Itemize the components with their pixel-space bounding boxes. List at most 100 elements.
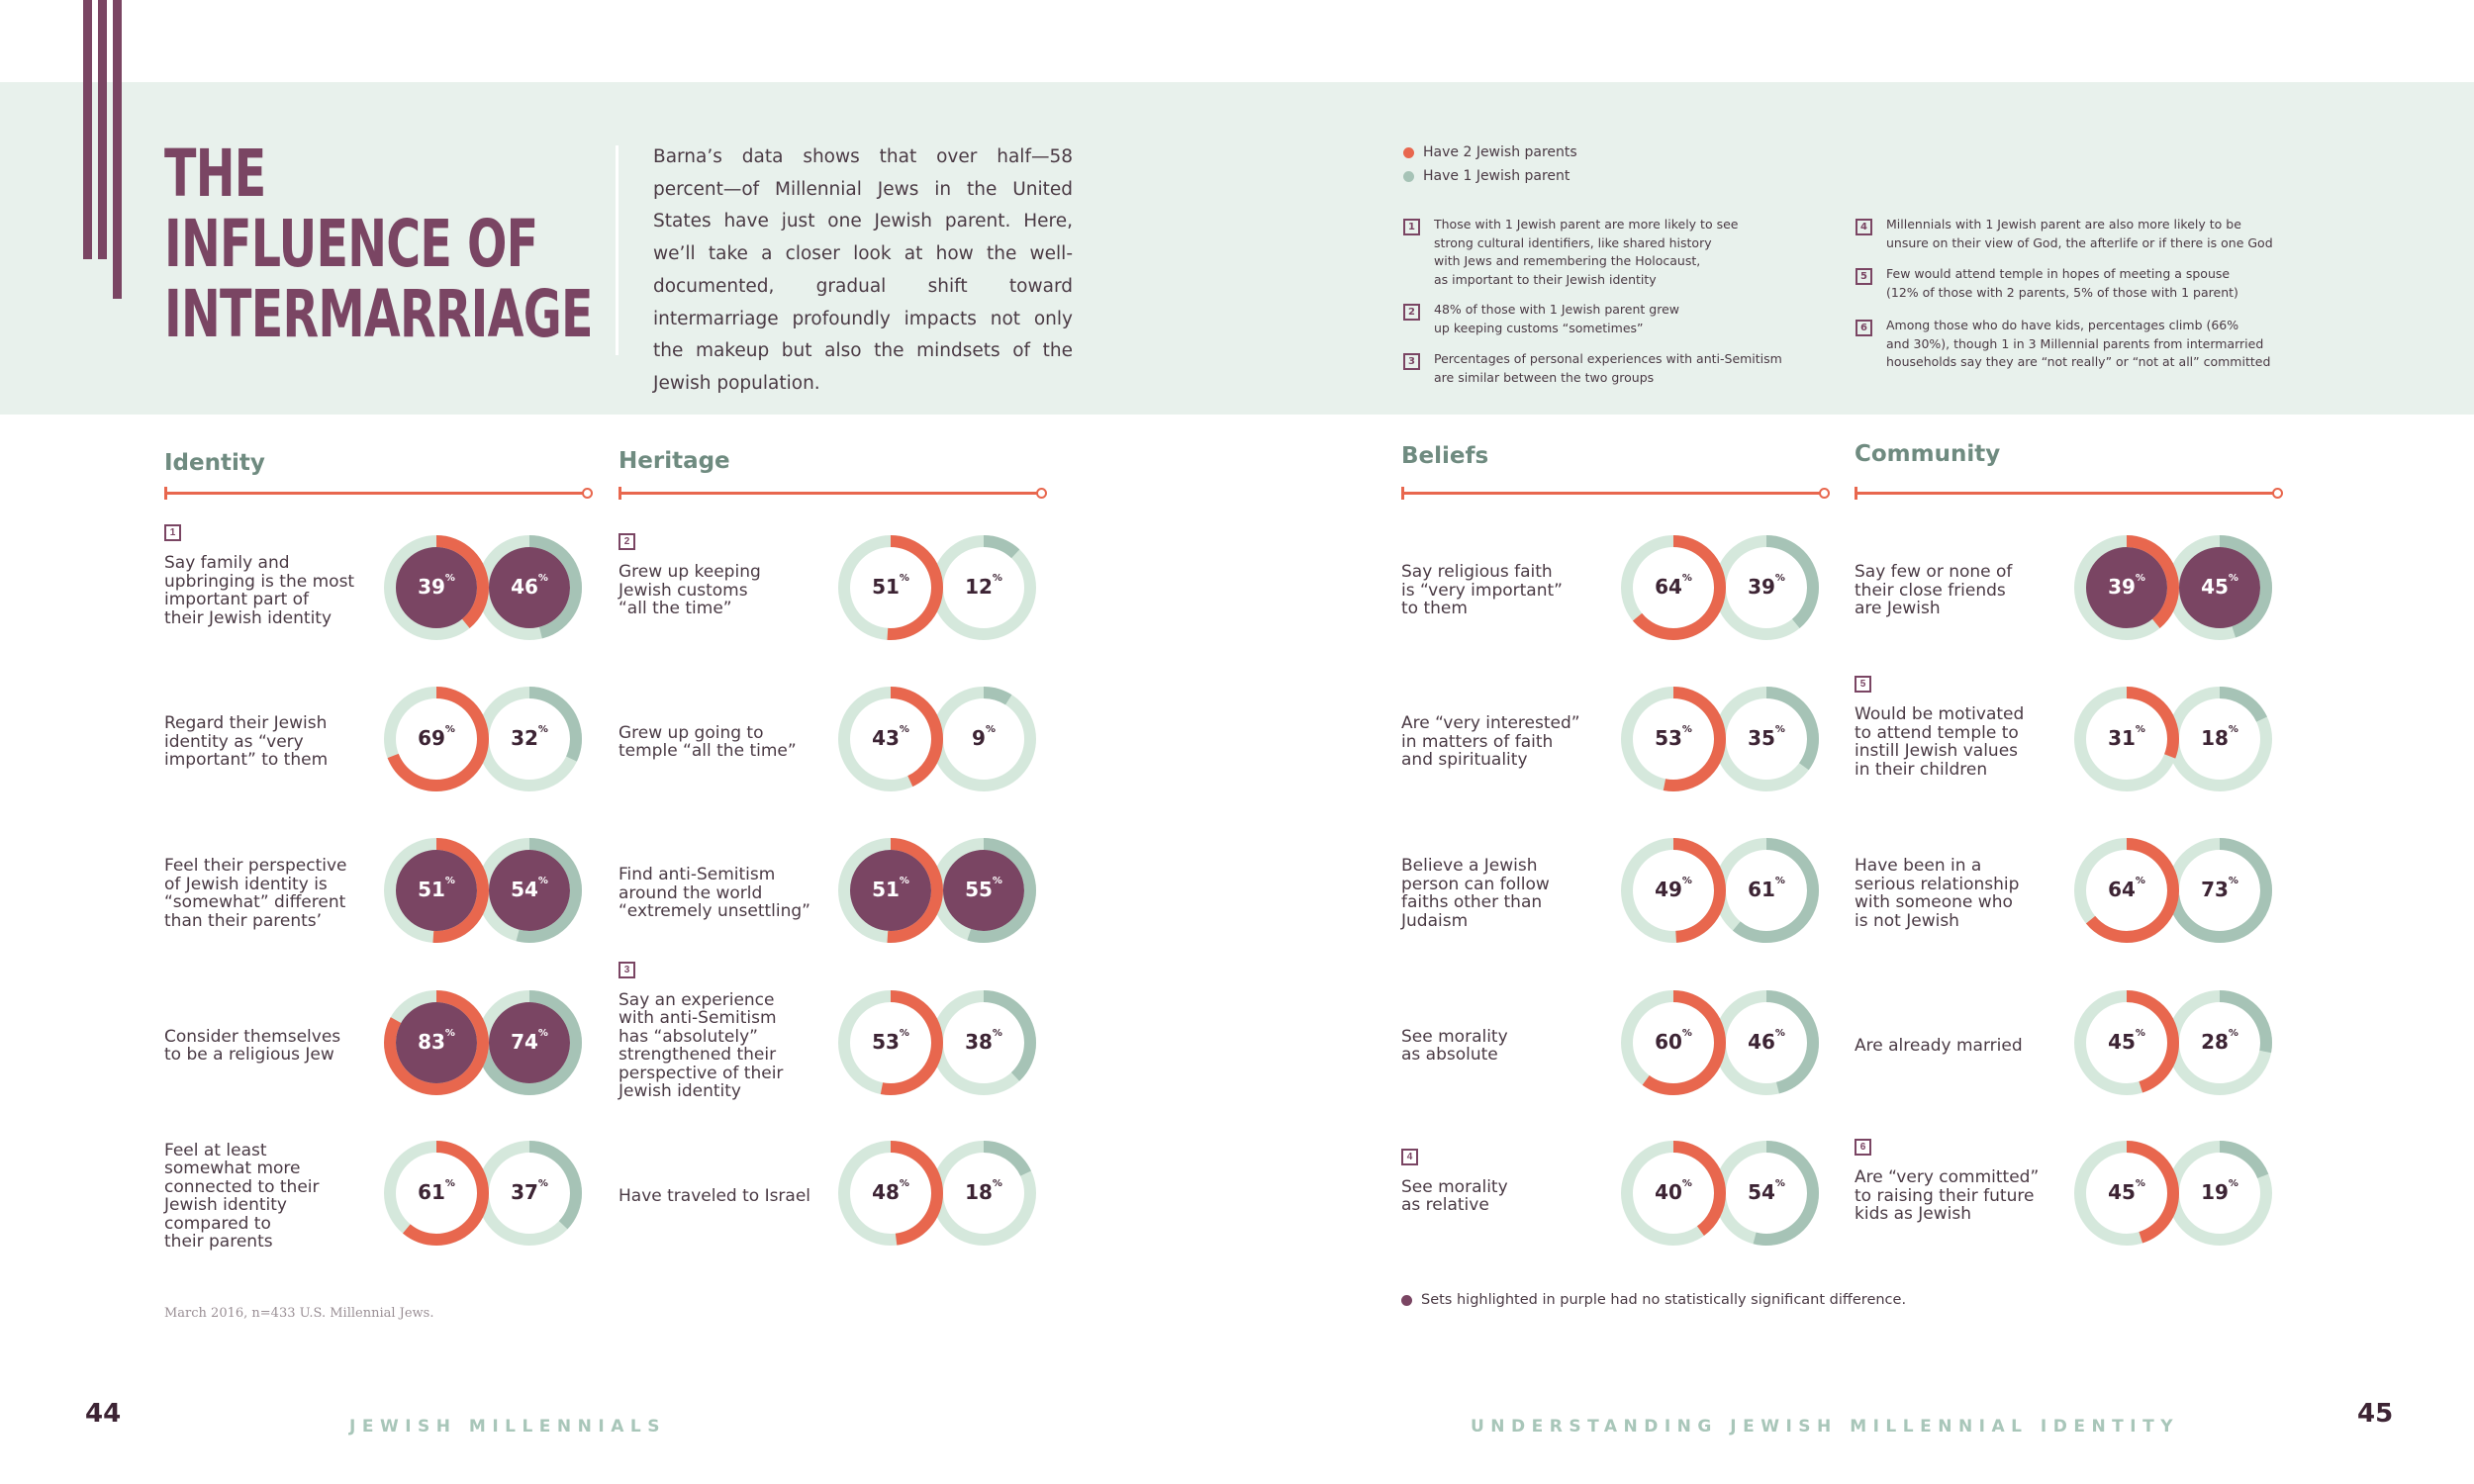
percent-sign: %: [1681, 724, 1692, 735]
two-parent-percent: 64%: [2077, 876, 2176, 901]
question-label-line: Say religious faith: [1401, 562, 1553, 583]
percent-sign: %: [1681, 1028, 1692, 1039]
percent-sign: %: [1681, 1178, 1692, 1189]
purple-fill-disc: [390, 996, 483, 1089]
section-rule: [1401, 492, 1821, 495]
percent-sign: %: [2135, 876, 2145, 886]
purple-fill-disc: [483, 541, 576, 634]
significance-note: Sets highlighted in purple had no statis…: [1401, 1292, 1906, 1308]
two-parent-percent: 45%: [2077, 1028, 2176, 1054]
header-divider: [616, 145, 618, 355]
question-label-line: See morality: [1401, 1176, 1508, 1197]
two-parent-percent: 51%: [841, 573, 940, 599]
two-parent-arc: [1621, 990, 1726, 1095]
ring-pair: [838, 1141, 1036, 1246]
two-parent-arc: [384, 990, 489, 1095]
callout-note: 4 Millennials with 1 Jewish parent are al…: [1856, 216, 2273, 252]
section-rule-end: [2272, 488, 2283, 499]
section-heading: Beliefs: [1401, 443, 1489, 469]
question-label-line: perspective of their: [618, 1063, 784, 1083]
percent-value: 53: [1655, 726, 1682, 750]
two-parent-arc: [838, 535, 943, 640]
question-label-line: temple “all the time”: [618, 741, 797, 761]
one-parent-percent: 73%: [2170, 876, 2269, 901]
percent-sign: %: [1681, 876, 1692, 886]
ring-background: [390, 1147, 483, 1240]
ring-pair: [838, 990, 1036, 1095]
question-label-line: Say few or none of: [1855, 562, 2013, 583]
purple-fill-disc: [483, 996, 576, 1089]
question-label: Are “very committed” to raising their fut…: [1855, 1168, 2039, 1224]
ring-background: [844, 541, 937, 634]
one-parent-arc: [477, 535, 582, 640]
two-parent-percent: 61%: [387, 1178, 486, 1204]
one-parent-arc: [2167, 1141, 2272, 1246]
percent-value: 51: [872, 878, 900, 901]
percent-value: 51: [872, 575, 900, 599]
question-label: Consider themselves to be a religious Jew: [164, 1026, 341, 1065]
question-label-line: is “very important”: [1401, 580, 1563, 601]
note-number-badge: 4: [1856, 219, 1872, 235]
percent-sign: %: [2135, 1178, 2145, 1189]
question-label: See morality as absolute: [1401, 1026, 1508, 1065]
question-label-line: in matters of faith: [1401, 731, 1554, 752]
percent-value: 38: [965, 1030, 993, 1054]
section-heading: Community: [1855, 441, 2001, 467]
note-line: households say they are “not really” or …: [1886, 354, 2271, 369]
decorative-bar: [98, 0, 107, 259]
percent-value: 61: [418, 1180, 445, 1204]
percent-value: 74: [511, 1030, 538, 1054]
footnote: March 2016, n=433 U.S. Millennial Jews.: [164, 1306, 434, 1321]
legend-dot-green-icon: [1403, 170, 1414, 182]
question-label-line: instill Jewish values: [1855, 741, 2019, 761]
purple-fill-disc: [844, 844, 937, 937]
ring-background: [1627, 996, 1720, 1089]
ring-pair: [384, 990, 582, 1095]
question-label-line: Feel their perspective: [164, 856, 347, 876]
one-parent-percent: 28%: [2170, 1028, 2269, 1054]
two-parent-arc: [1621, 687, 1726, 791]
question-number-badge: 6: [1855, 1139, 1871, 1157]
ring-background: [937, 541, 1030, 634]
one-parent-arc: [477, 687, 582, 791]
ring-pair: [2074, 990, 2272, 1095]
section-rule-start: [1855, 487, 1857, 500]
two-parent-arc: [838, 838, 943, 943]
one-parent-percent: 12%: [934, 573, 1033, 599]
note-number-badge: 2: [1403, 304, 1420, 321]
two-parent-arc: [2074, 838, 2179, 943]
percent-sign: %: [444, 1028, 455, 1039]
question-label-line: See morality: [1401, 1026, 1508, 1047]
question-label-line: with someone who: [1855, 892, 2013, 912]
legend-dot-red-icon: [1403, 146, 1414, 158]
percent-sign: %: [1774, 573, 1785, 584]
percent-sign: %: [1774, 1178, 1785, 1189]
note-line: Millennials with 1 Jewish parent are als…: [1886, 217, 2241, 232]
one-parent-arc: [931, 1141, 1036, 1246]
ring-pair: [2074, 838, 2272, 943]
percent-sign: %: [2135, 724, 2145, 735]
question-label-line: with anti-Semitism: [618, 1008, 777, 1028]
ring-pair: [838, 687, 1036, 791]
percent-sign: %: [2228, 724, 2238, 735]
percent-value: 43: [872, 726, 900, 750]
ring-pair: [1621, 535, 1819, 640]
note-number-badge: 3: [1403, 353, 1420, 370]
legend-one-parent: Have 1 Jewish parent: [1403, 168, 1570, 184]
two-parent-arc: [384, 838, 489, 943]
question-label-line: Judaism: [1401, 910, 1469, 931]
question-label: Say an experience with anti-Semitism has “…: [618, 990, 784, 1101]
legend-two-parents: Have 2 Jewish parents: [1403, 144, 1577, 160]
percent-sign: %: [444, 876, 455, 886]
percent-value: 49: [1655, 878, 1682, 901]
percent-value: 32: [511, 726, 538, 750]
percent-sign: %: [992, 1028, 1002, 1039]
percent-value: 55: [965, 878, 993, 901]
question-label-line: Consider themselves: [164, 1026, 341, 1047]
one-parent-percent: 39%: [1717, 573, 1816, 599]
percent-value: 45: [2108, 1180, 2136, 1204]
question-label: Have traveled to Israel: [618, 1187, 810, 1206]
one-parent-percent: 19%: [2170, 1178, 2269, 1204]
section-rule-start: [618, 487, 621, 500]
two-parent-arc: [1621, 1141, 1726, 1246]
